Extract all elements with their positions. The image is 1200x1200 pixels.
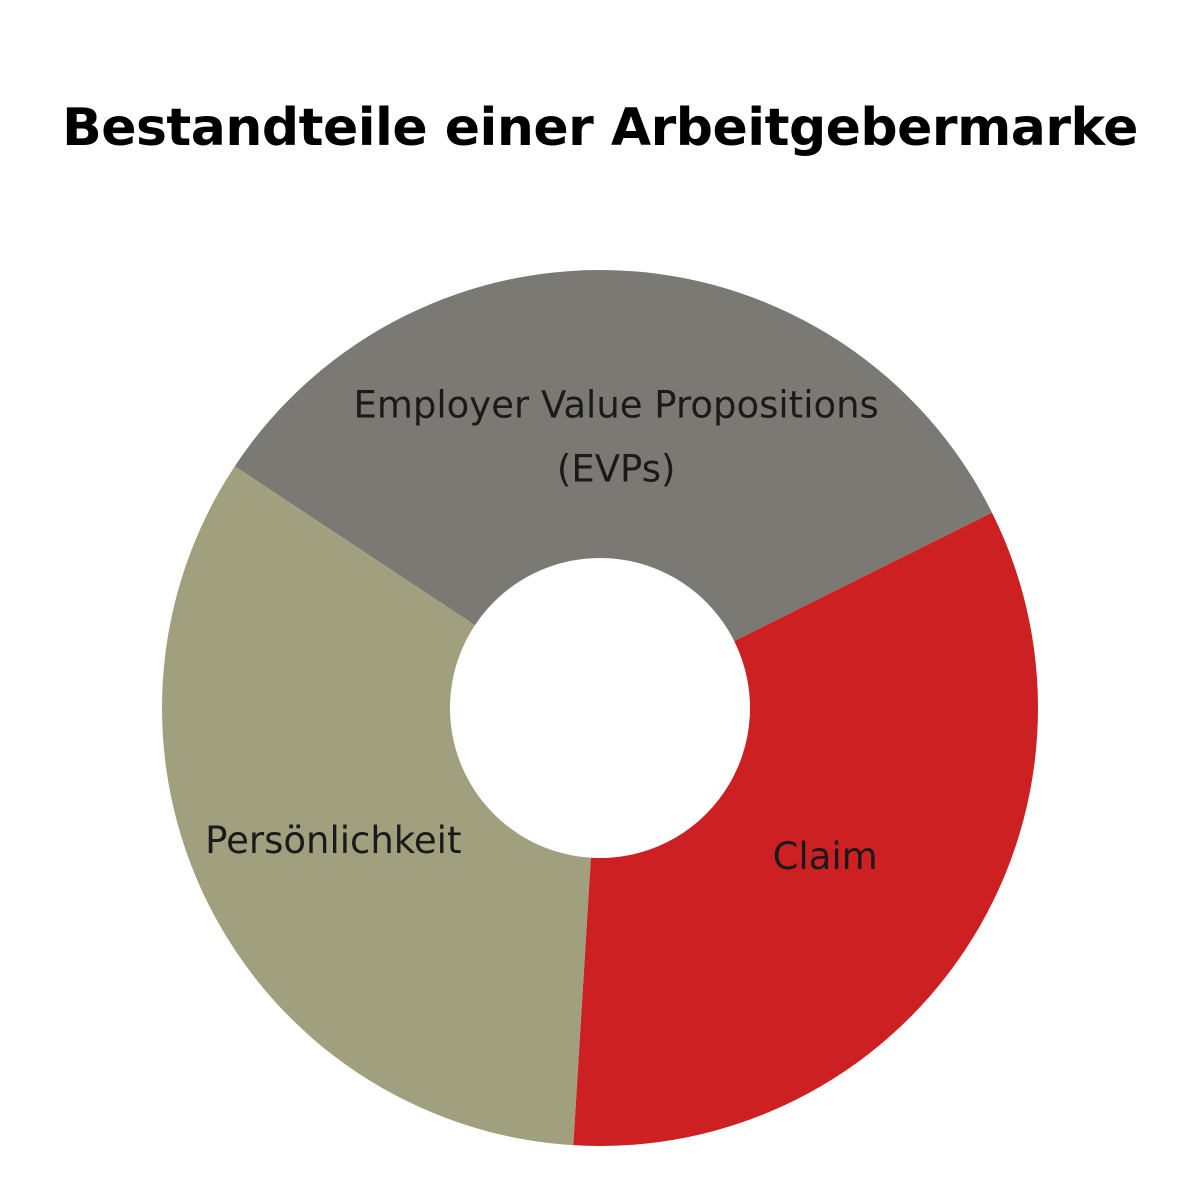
slice-label: Claim	[773, 835, 878, 878]
slice-employer-value-propositions	[234, 269, 992, 642]
slice-label: Persönlichkeit	[205, 819, 461, 862]
slice-persönlichkeit	[162, 466, 591, 1146]
slice-label: Employer Value Propositions (EVPs)	[353, 383, 878, 490]
slice-claim	[573, 512, 1038, 1146]
chart-title: Bestandteile einer Arbeitgebermarke	[62, 98, 1138, 158]
